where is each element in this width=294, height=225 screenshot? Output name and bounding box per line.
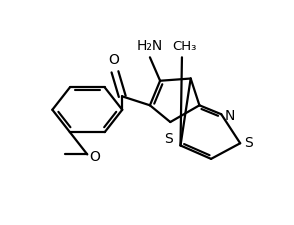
- Text: H₂N: H₂N: [137, 38, 163, 52]
- Text: O: O: [89, 149, 100, 163]
- Text: CH₃: CH₃: [173, 40, 197, 52]
- Text: S: S: [245, 135, 253, 149]
- Text: O: O: [108, 53, 119, 67]
- Text: S: S: [164, 131, 173, 145]
- Text: N: N: [224, 109, 235, 123]
